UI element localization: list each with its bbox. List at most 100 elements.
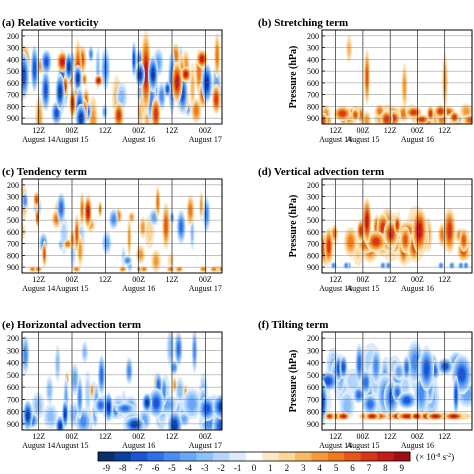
x-tick-time: 00Z bbox=[66, 275, 79, 284]
contour-fill bbox=[138, 250, 143, 259]
contour-fill bbox=[144, 59, 148, 85]
contour-fill bbox=[452, 115, 457, 120]
contour-fill bbox=[121, 406, 129, 411]
contour-fill bbox=[164, 218, 168, 234]
colorbar-swatch bbox=[393, 452, 411, 461]
contour-fill bbox=[96, 58, 100, 79]
contour-fill bbox=[166, 86, 169, 92]
y-tick-label: 300 bbox=[307, 193, 319, 202]
colorbar-tick-label: 7 bbox=[367, 463, 372, 473]
contour-fill bbox=[184, 72, 188, 77]
y-tick-label: 400 bbox=[307, 359, 319, 368]
contour-fill bbox=[26, 410, 30, 420]
contour-fill bbox=[366, 67, 368, 87]
y-tick-label: 900 bbox=[307, 263, 319, 272]
x-tick-time: 00Z bbox=[411, 126, 424, 135]
x-tick-time: 00Z bbox=[199, 126, 212, 135]
contour-fill bbox=[54, 109, 59, 118]
colorbar-tick-label: -2 bbox=[217, 463, 225, 473]
contour-fill bbox=[381, 264, 385, 267]
y-tick-label: 900 bbox=[307, 420, 319, 429]
panel-c: (c) Tendency term 200 300 400 500 600 700 800 90… bbox=[2, 166, 223, 293]
heatmap-field bbox=[322, 30, 472, 124]
contour-fill bbox=[138, 70, 142, 79]
contour-fill bbox=[107, 402, 110, 412]
contour-fill bbox=[439, 264, 443, 267]
x-tick-time: 12Z bbox=[329, 432, 342, 441]
colorbar-swatch bbox=[229, 452, 247, 461]
contour-fill bbox=[66, 242, 70, 246]
x-tick-time: 00Z bbox=[66, 126, 79, 135]
contour-fill bbox=[403, 77, 406, 96]
contour-fill bbox=[130, 214, 134, 220]
contour-fill bbox=[58, 86, 62, 98]
contour-fill bbox=[75, 268, 78, 271]
contour-fill bbox=[327, 240, 331, 253]
x-tick-date: August 16 bbox=[122, 135, 155, 144]
contour-fill bbox=[83, 347, 87, 358]
contour-fill bbox=[374, 359, 378, 373]
x-tick-time: 12Z bbox=[99, 126, 112, 135]
x-tick-date: August 14 bbox=[319, 135, 352, 144]
y-tick-label: 700 bbox=[307, 91, 319, 100]
y-axis-label: Pressure (hPa) bbox=[288, 46, 299, 109]
colorbar-tick-label: -9 bbox=[102, 463, 110, 473]
plot-frame bbox=[21, 178, 223, 274]
plot-frame bbox=[321, 331, 473, 431]
contour-fill bbox=[47, 383, 52, 398]
colorbar-tick-label: -5 bbox=[168, 463, 176, 473]
x-tick-time: 12Z bbox=[32, 432, 45, 441]
contour-fill bbox=[177, 384, 182, 397]
contour-fill bbox=[327, 415, 332, 418]
contour-fill bbox=[156, 196, 159, 208]
contour-fill bbox=[467, 118, 472, 122]
contour-fill bbox=[117, 111, 121, 120]
contour-fill bbox=[432, 415, 439, 418]
contour-fill bbox=[86, 206, 90, 217]
x-tick-date: August 15 bbox=[55, 284, 88, 293]
y-tick-label: 900 bbox=[307, 114, 319, 123]
contour-fill bbox=[396, 367, 402, 375]
x-tick-time: 00Z bbox=[199, 432, 212, 441]
contour-fill bbox=[347, 42, 351, 56]
contour-fill bbox=[419, 118, 425, 122]
contour-fill bbox=[188, 204, 192, 217]
y-tick-label: 500 bbox=[7, 67, 19, 76]
contour-fill bbox=[78, 389, 81, 406]
contour-fill bbox=[322, 118, 326, 124]
contour-fill bbox=[414, 415, 419, 418]
contour-fill bbox=[36, 214, 39, 221]
contour-fill bbox=[372, 238, 380, 246]
contour-fill bbox=[119, 90, 125, 104]
panel-b: (b) Stretching term 200 300 400 500 600 700 800… bbox=[258, 17, 473, 144]
contour-fill bbox=[343, 398, 351, 413]
contour-fill bbox=[23, 197, 27, 205]
panel-title: (b) Stretching term bbox=[258, 17, 348, 29]
x-tick-date: August 14 bbox=[22, 284, 55, 293]
contour-fill bbox=[179, 221, 183, 233]
contour-fill bbox=[214, 94, 218, 104]
colorbar-swatch bbox=[147, 452, 164, 461]
colorbar-tick-label: 2 bbox=[285, 463, 290, 473]
x-tick-date: August 15 bbox=[346, 135, 379, 144]
contour-fill bbox=[411, 354, 418, 370]
x-tick-time: 12Z bbox=[384, 432, 397, 441]
plot-frame bbox=[21, 29, 223, 125]
colorbar-tick-label: -1 bbox=[234, 463, 242, 473]
y-tick-label: 600 bbox=[7, 228, 19, 237]
panel-e: (e) Horizontal advection term 200 300 400 50… bbox=[2, 319, 223, 450]
contour-fill bbox=[194, 106, 199, 116]
x-tick-time: 00Z bbox=[356, 432, 369, 441]
y-tick-label: 600 bbox=[307, 79, 319, 88]
y-axis-label: Pressure (hPa) bbox=[288, 350, 299, 413]
contour-fill bbox=[80, 416, 87, 427]
colorbar-tick-label: -7 bbox=[135, 463, 143, 473]
y-tick-label: 400 bbox=[307, 55, 319, 64]
x-tick-date: August 15 bbox=[55, 135, 88, 144]
contour-fill bbox=[447, 223, 452, 239]
contour-fill bbox=[152, 213, 156, 221]
contour-fill bbox=[384, 116, 389, 123]
contour-fill bbox=[345, 264, 348, 267]
y-tick-label: 200 bbox=[7, 334, 19, 343]
contour-fill bbox=[187, 397, 196, 410]
